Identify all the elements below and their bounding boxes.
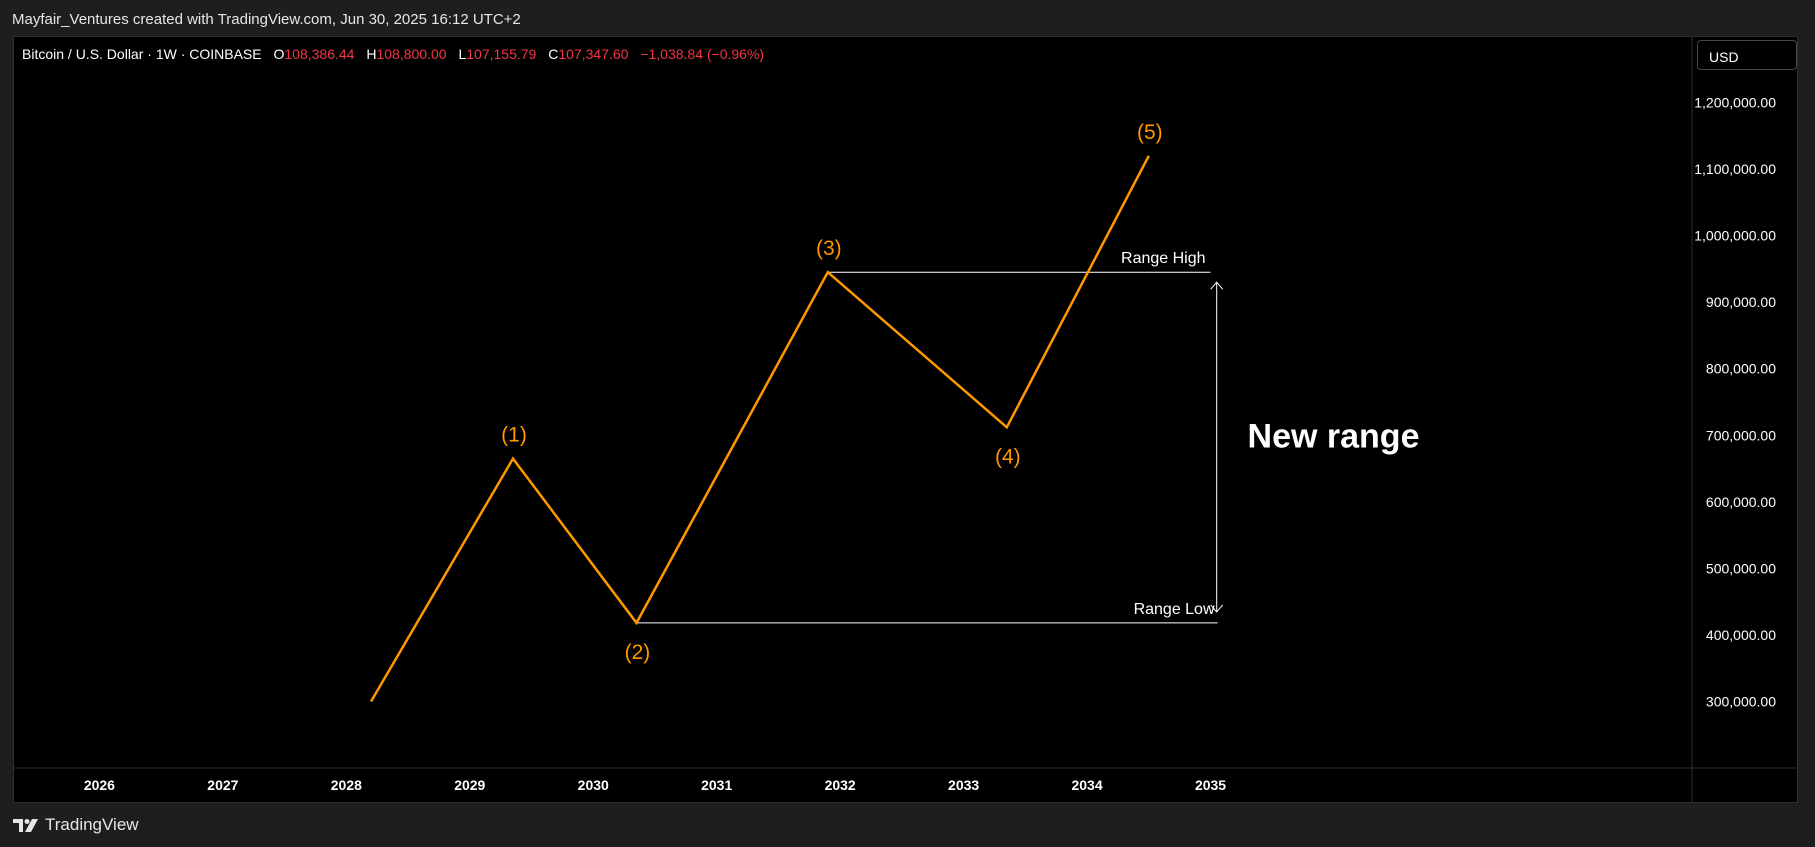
x-tick-label: 2034: [1071, 777, 1102, 793]
wave-series: (1) (2) (3) (4) (5): [369, 121, 1163, 703]
y-tick-label: 1,100,000.00: [1694, 161, 1776, 177]
close-label: C: [548, 46, 559, 62]
tradingview-brand[interactable]: TradingView: [13, 815, 139, 835]
top-bar: Mayfair_Ventures created with TradingVie…: [0, 0, 1815, 36]
new-range-label: New range: [1248, 417, 1420, 455]
currency-button[interactable]: USD: [1697, 40, 1797, 70]
y-tick-label: 700,000.00: [1706, 427, 1776, 443]
open-label: O: [273, 46, 285, 62]
wave-point-label: (3): [816, 237, 842, 260]
x-tick-label: 2032: [825, 777, 856, 793]
x-tick-label: 2029: [454, 777, 485, 793]
chart-credit: Mayfair_Ventures created with TradingVie…: [12, 11, 521, 28]
y-tick-label: 500,000.00: [1706, 560, 1776, 576]
y-tick-label: 1,000,000.00: [1694, 228, 1776, 244]
y-tick-label: 900,000.00: [1706, 294, 1776, 310]
symbol-title: Bitcoin / U.S. Dollar · 1W · COINBASE: [22, 46, 262, 62]
range-annotations: Range High Range Low New range: [636, 250, 1420, 624]
x-tick-label: 2031: [701, 777, 732, 793]
y-tick-label: 800,000.00: [1706, 361, 1776, 377]
tradingview-name: TradingView: [45, 815, 139, 834]
low-value: 107,155.79: [466, 46, 537, 62]
wave-point-label: (2): [625, 641, 651, 664]
x-tick-label: 2028: [331, 777, 362, 793]
y-tick-label: 400,000.00: [1706, 627, 1776, 643]
high-label: H: [366, 46, 377, 62]
wave-line: [369, 155, 1150, 703]
symbol-legend: Bitcoin / U.S. Dollar · 1W · COINBASE O1…: [22, 46, 764, 62]
chart-area[interactable]: [13, 36, 1798, 803]
footer: [0, 803, 1815, 847]
close-value: 107,347.60: [558, 46, 629, 62]
range-low-label: Range Low: [1134, 601, 1215, 618]
y-tick-label: 300,000.00: [1706, 693, 1776, 709]
range-high-label: Range High: [1121, 250, 1206, 267]
change-value: −1,038.84 (−0.96%): [640, 46, 765, 62]
wave-point-label: (5): [1137, 121, 1163, 144]
tradingview-logo-icon: [13, 819, 38, 832]
x-tick-label: 2033: [948, 777, 979, 793]
axis-separators: [13, 36, 1798, 803]
x-tick-label: 2027: [207, 777, 238, 793]
y-tick-label: 1,200,000.00: [1694, 95, 1776, 111]
y-axis: 300,000.00 400,000.00 500,000.00 600,000.00…: [1694, 95, 1776, 710]
low-label: L: [458, 46, 467, 62]
open-value: 108,386.44: [284, 46, 355, 62]
x-tick-label: 2026: [84, 777, 115, 793]
wave-point-label: (4): [995, 445, 1021, 468]
x-axis: 2026 2027 2028 2029 2030 2031 2032 2033 2034 2035: [84, 777, 1226, 793]
y-tick-label: 600,000.00: [1706, 494, 1776, 510]
x-tick-label: 2030: [578, 777, 609, 793]
range-arrow-head-down: [1210, 604, 1224, 613]
range-arrow-head-up: [1210, 281, 1224, 290]
x-tick-label: 2035: [1195, 777, 1226, 793]
high-value: 108,800.00: [376, 46, 447, 62]
wave-point-label: (1): [501, 424, 527, 447]
